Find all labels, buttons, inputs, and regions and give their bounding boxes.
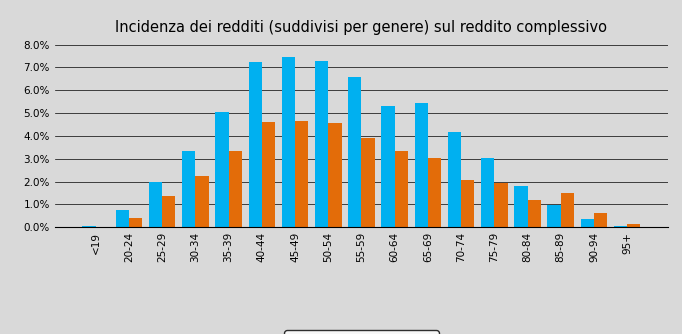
Bar — [428, 158, 441, 227]
Bar — [182, 151, 195, 227]
Bar — [627, 224, 640, 227]
Bar — [461, 180, 475, 227]
Bar — [561, 193, 574, 227]
Bar — [195, 176, 209, 227]
Bar — [614, 225, 627, 227]
Title: Incidenza dei redditi (suddivisi per genere) sul reddito complessivo: Incidenza dei redditi (suddivisi per gen… — [115, 20, 608, 35]
Bar — [448, 133, 461, 227]
Legend: Maschi, Femmine: Maschi, Femmine — [284, 330, 439, 334]
Bar — [514, 186, 528, 227]
Bar — [228, 151, 242, 227]
Bar — [594, 213, 607, 227]
Bar — [282, 57, 295, 227]
Bar — [548, 205, 561, 227]
Bar — [494, 183, 507, 227]
Bar — [580, 219, 594, 227]
Bar — [481, 158, 494, 227]
Bar — [262, 122, 275, 227]
Bar — [381, 106, 395, 227]
Bar — [415, 103, 428, 227]
Bar — [395, 151, 408, 227]
Bar — [162, 196, 175, 227]
Bar — [361, 138, 374, 227]
Bar — [315, 60, 328, 227]
Bar — [149, 181, 162, 227]
Bar — [116, 210, 129, 227]
Bar — [295, 121, 308, 227]
Bar — [248, 62, 262, 227]
Bar — [528, 200, 541, 227]
Bar — [129, 218, 143, 227]
Bar — [83, 226, 95, 227]
Bar — [328, 123, 342, 227]
Bar — [216, 112, 228, 227]
Bar — [349, 76, 361, 227]
